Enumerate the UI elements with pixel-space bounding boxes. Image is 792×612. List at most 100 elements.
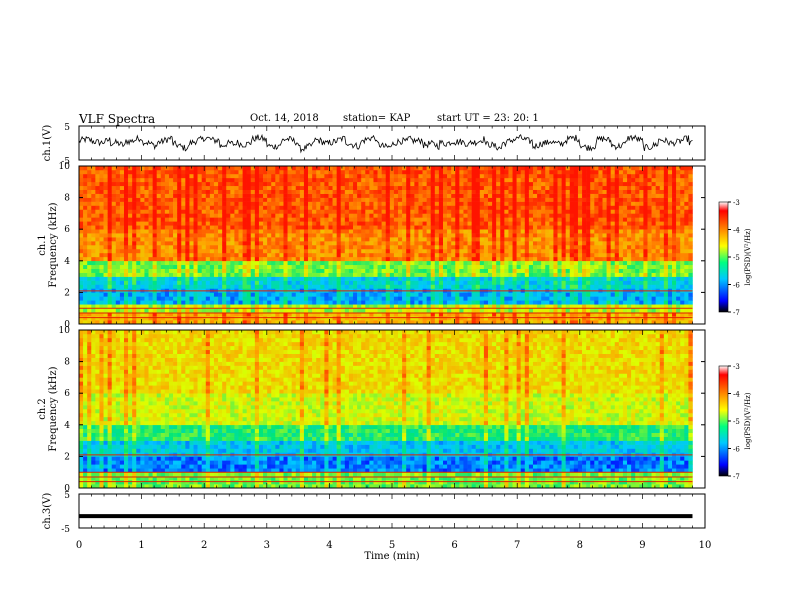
spectrogram-cell [496, 197, 501, 202]
spectrogram-cell [541, 193, 546, 198]
spectrogram-cell [87, 173, 92, 179]
spectrogram-cell [479, 177, 485, 183]
spectrogram-cell [549, 221, 554, 226]
spectrogram-cell [287, 181, 292, 187]
spectrogram-cell [426, 201, 432, 206]
spectrogram-cell [115, 296, 121, 301]
spectrogram-cell [115, 264, 121, 269]
spectrogram-cell [144, 229, 149, 234]
spectrogram-cell [320, 264, 325, 269]
spectrogram-cell [226, 256, 231, 262]
spectrogram-cell [381, 264, 387, 269]
spectrogram-cell [565, 312, 571, 317]
spectrogram-cell [303, 268, 309, 273]
spectrogram-cell [201, 213, 207, 218]
spectrogram-cell [348, 185, 354, 190]
spectrogram-cell [520, 256, 526, 262]
spectrogram-cell [111, 292, 117, 297]
spectrogram-cell [438, 197, 444, 202]
spectrogram-cell [312, 209, 317, 214]
spectrogram-cell [144, 181, 149, 187]
spectrogram-cell [377, 272, 382, 277]
spectrogram-cell [577, 264, 583, 269]
spectrogram-cell [569, 276, 575, 281]
spectrogram-cell [582, 268, 587, 273]
spectrogram-cell [471, 213, 477, 218]
spectrogram-cell [79, 197, 84, 202]
spectrogram-cell [193, 189, 198, 194]
spectrogram-cell [381, 217, 387, 222]
spectrogram-cell [545, 201, 550, 206]
spectrogram-cell [140, 217, 145, 222]
spectrogram-cell [487, 316, 493, 321]
spectrogram-cell [173, 268, 178, 273]
spectrogram-cell [447, 252, 452, 258]
spectrogram-cell [414, 189, 419, 194]
spectrogram-cell [160, 320, 166, 325]
spectrogram-cell [528, 229, 534, 234]
spectrogram-cell [353, 245, 358, 250]
spectrogram-cell [267, 308, 272, 313]
spectrogram-cell [487, 177, 493, 183]
spectrogram-cell [283, 268, 288, 273]
spectrogram-cell [500, 292, 505, 297]
spectrogram-cell [569, 169, 575, 175]
spectrogram-cell [83, 272, 88, 277]
spectrogram-cell [549, 166, 554, 171]
spectrogram-cell [414, 169, 419, 175]
spectrogram-cell [267, 268, 272, 273]
spectrogram-cell [324, 300, 329, 305]
spectrogram-cell [516, 166, 522, 171]
spectrogram-cell [205, 189, 211, 194]
spectrogram-cell [238, 245, 243, 250]
spectrogram-cell [545, 189, 550, 194]
spectrogram-cell [414, 268, 419, 273]
spectrogram-cell [361, 209, 366, 214]
spectrogram-cell [516, 280, 522, 285]
spectrogram-cell [136, 213, 141, 218]
spectrogram-cell [177, 213, 182, 218]
spectrogram-cell [508, 185, 513, 190]
spectrogram-cell [201, 245, 207, 250]
spectrogram-cell [140, 300, 145, 305]
spectrogram-cell [230, 284, 235, 289]
spectrogram-cell [512, 304, 517, 309]
spectrogram-cell [336, 173, 342, 179]
spectrogram-cell [348, 304, 354, 309]
spectrogram-cell [295, 272, 301, 277]
spectrogram-cell [512, 260, 517, 266]
spectrogram-cell [389, 264, 395, 269]
spectrogram-cell [414, 304, 419, 309]
spectrogram-cell [426, 264, 432, 269]
spectrogram-cell [209, 296, 215, 301]
spectrogram-cell [475, 272, 481, 277]
spectrogram-cell [389, 229, 395, 234]
spectrogram-cell [414, 217, 419, 222]
spectrogram-cell [205, 264, 211, 269]
spectrogram-cell [316, 225, 321, 230]
spectrogram-cell [115, 225, 121, 230]
spectrogram-cell [140, 229, 145, 234]
spectrogram-cell [283, 189, 288, 194]
spectrogram-cell [532, 296, 538, 301]
spectrogram-cell [275, 197, 280, 202]
spectrogram-cell [201, 181, 207, 187]
spectrogram-cell [160, 173, 166, 179]
spectrogram-cell [79, 248, 84, 254]
spectrogram-cell [291, 272, 297, 277]
spectrogram-cell [455, 237, 460, 242]
spectrogram-cell [467, 308, 472, 313]
spectrogram-cell [316, 280, 321, 285]
spectrogram-cell [193, 209, 198, 214]
spectrogram-cell [303, 166, 309, 171]
spectrogram-cell [193, 280, 198, 285]
spectrogram-cell [99, 221, 104, 226]
spectrogram-cell [95, 320, 100, 325]
spectrogram-cell [508, 241, 513, 246]
spectrogram-cell [201, 256, 207, 262]
spectrogram-cell [344, 177, 350, 183]
spectrogram-cell [152, 189, 158, 194]
spectrogram-cell [487, 296, 493, 301]
spectrogram-cell [361, 300, 366, 305]
spectrogram-cell [377, 296, 382, 301]
